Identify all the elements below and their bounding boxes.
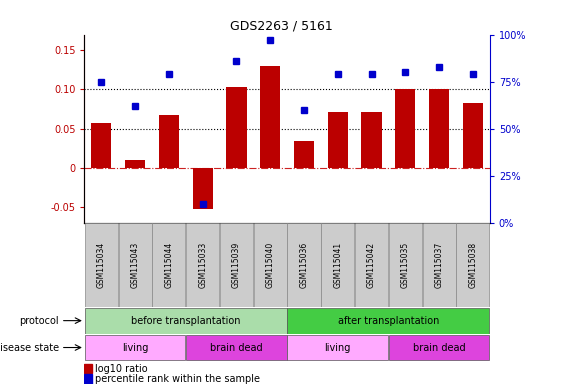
Bar	[85, 308, 287, 334]
Bar	[288, 223, 320, 307]
Text: GSM115042: GSM115042	[367, 242, 376, 288]
Bar	[254, 223, 287, 307]
Text: percentile rank within the sample: percentile rank within the sample	[95, 374, 260, 384]
Text: GSM115044: GSM115044	[164, 242, 173, 288]
Text: GSM115034: GSM115034	[97, 242, 106, 288]
Bar	[288, 334, 388, 361]
Text: GSM115033: GSM115033	[198, 242, 207, 288]
Bar	[85, 334, 185, 361]
Bar	[288, 308, 489, 334]
Text: protocol: protocol	[20, 316, 59, 326]
Bar	[119, 223, 151, 307]
Bar	[395, 89, 415, 168]
Text: before transplantation: before transplantation	[131, 316, 240, 326]
Text: GSM115041: GSM115041	[333, 242, 342, 288]
Bar	[355, 223, 388, 307]
Text: GDS2263 / 5161: GDS2263 / 5161	[230, 19, 333, 32]
Bar	[389, 223, 422, 307]
Bar	[226, 87, 247, 168]
Text: brain dead: brain dead	[413, 343, 466, 353]
Bar	[220, 223, 253, 307]
Bar	[328, 112, 348, 168]
Bar	[193, 168, 213, 209]
Text: GSM115035: GSM115035	[401, 242, 410, 288]
Text: GSM115038: GSM115038	[468, 242, 477, 288]
Bar	[159, 115, 179, 168]
Text: living: living	[325, 343, 351, 353]
Bar	[91, 123, 111, 168]
Bar	[84, 364, 92, 373]
Bar	[85, 223, 118, 307]
Bar	[260, 66, 280, 168]
Bar	[389, 334, 489, 361]
Text: brain dead: brain dead	[210, 343, 263, 353]
Text: GSM115036: GSM115036	[300, 242, 309, 288]
Text: GSM115039: GSM115039	[232, 242, 241, 288]
Text: living: living	[122, 343, 148, 353]
Text: GSM115043: GSM115043	[131, 242, 140, 288]
Bar	[84, 374, 92, 384]
Bar	[463, 103, 483, 168]
Bar	[125, 160, 145, 168]
Bar	[423, 223, 455, 307]
Bar	[153, 223, 185, 307]
Bar	[186, 223, 219, 307]
Bar	[186, 334, 287, 361]
Bar	[429, 89, 449, 168]
Bar	[361, 112, 382, 168]
Bar	[321, 223, 354, 307]
Bar	[294, 141, 314, 168]
Text: GSM115040: GSM115040	[266, 242, 275, 288]
Text: GSM115037: GSM115037	[435, 242, 444, 288]
Text: log10 ratio: log10 ratio	[95, 364, 147, 374]
Bar	[457, 223, 489, 307]
Text: after transplantation: after transplantation	[338, 316, 439, 326]
Text: disease state: disease state	[0, 343, 59, 353]
